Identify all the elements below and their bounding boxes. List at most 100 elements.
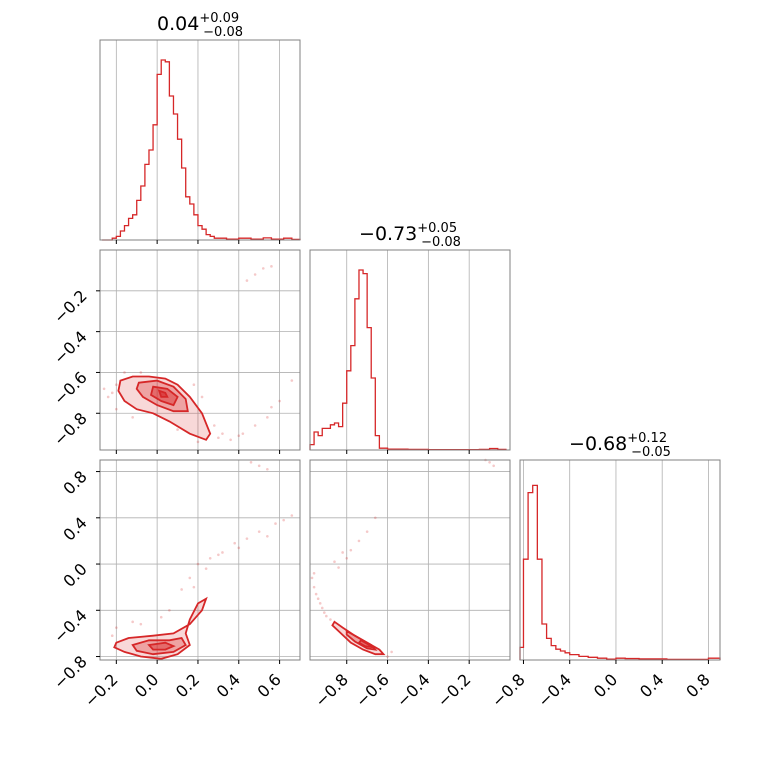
data-layer <box>102 59 721 661</box>
scatter-point <box>290 514 294 517</box>
contour-line <box>113 596 208 660</box>
scatter-point <box>333 560 336 564</box>
scatter-point <box>270 265 273 268</box>
scatter-point <box>253 424 257 427</box>
scatter-point <box>221 551 224 554</box>
scatter-point <box>249 461 253 464</box>
scatter-point <box>217 436 220 440</box>
scatter-point <box>390 650 393 654</box>
contour-line <box>117 375 212 441</box>
scatter-point <box>274 522 277 525</box>
y-tick-label: −0.2 <box>50 286 91 327</box>
scatter-point <box>241 432 245 435</box>
scatter-point <box>196 562 200 566</box>
x-tick-label: −0.4 <box>534 670 575 711</box>
scatter-point <box>266 535 269 538</box>
x-tick-label: −0.6 <box>352 670 393 711</box>
scatter-point <box>192 585 196 589</box>
scatter-point <box>341 551 344 554</box>
scatter-point <box>208 556 212 560</box>
y-tick-label: 0.8 <box>59 467 90 498</box>
scatter-point <box>357 539 361 543</box>
scatter-point <box>365 530 369 533</box>
scatter-point <box>196 440 200 444</box>
histogram-param-1 <box>102 59 301 241</box>
scatter-point <box>312 585 316 589</box>
x-tick-label: 0.4 <box>636 670 667 701</box>
scatter-point <box>270 405 273 409</box>
scatter-point <box>180 588 183 591</box>
y-tick-label: −0.4 <box>50 606 91 647</box>
title-layer: 0.04+0.09 −0.08 −0.73+0.05 −0.08 −0.68+0.12−… <box>157 11 671 460</box>
x-tick-label: 0.2 <box>172 670 203 701</box>
scatter-point <box>337 566 340 569</box>
panel-hist-3 <box>519 459 721 661</box>
scatter-point <box>290 379 294 382</box>
x-tick-label: −0.8 <box>311 670 352 711</box>
contour-line <box>131 636 187 656</box>
title-param-2: −0.73+0.05 −0.08 <box>359 221 461 250</box>
scatter-point <box>102 387 106 391</box>
scatter-point <box>176 428 179 431</box>
scatter-point <box>329 618 332 621</box>
contour-line <box>345 629 378 651</box>
scatter-point <box>237 546 241 550</box>
scatter-point <box>492 464 495 468</box>
title-param-3: −0.68+0.12 −0.05 <box>569 431 671 460</box>
scatter-point <box>316 597 320 601</box>
scatter-point <box>278 399 281 403</box>
histogram-param-2 <box>309 269 507 451</box>
y-tick-label: −0.8 <box>50 409 91 450</box>
x-tick-label: 0.8 <box>682 670 713 701</box>
scatter-point <box>139 371 143 374</box>
scatter-point <box>257 464 261 468</box>
histogram-param-3 <box>519 484 721 661</box>
scatter-point <box>325 614 328 618</box>
x-tick-label: 0.4 <box>213 670 244 701</box>
scatter-point <box>320 606 324 610</box>
scatter-point <box>349 548 353 552</box>
scatter-point <box>312 571 316 575</box>
scatter-point <box>318 602 322 605</box>
scatter-point <box>314 592 318 596</box>
scatter-point <box>212 424 216 427</box>
y-tick-label: −0.8 <box>50 652 91 693</box>
title-param-1: 0.04+0.09 −0.08 <box>157 11 243 40</box>
scatter-point <box>110 391 114 395</box>
panel-pair-2 <box>99 459 301 661</box>
scatter-point <box>106 395 110 399</box>
scatter-point <box>257 530 261 533</box>
panel-pair-1 <box>99 249 301 451</box>
scatter-point <box>310 576 314 580</box>
y-tick-label: 0.4 <box>59 513 90 544</box>
panel-hist-2 <box>309 249 511 451</box>
x-tick-label: −0.4 <box>393 670 434 711</box>
y-tick-label: 0.0 <box>59 559 90 590</box>
y-tick-label: −0.6 <box>50 368 91 409</box>
scatter-point <box>168 608 171 612</box>
scatter-point <box>374 516 377 520</box>
scatter-point <box>345 556 349 560</box>
x-tick-label: 0.0 <box>131 670 162 701</box>
scatter-point <box>115 407 118 411</box>
scatter-point <box>322 611 326 614</box>
scatter-point <box>253 273 257 276</box>
contour-line <box>157 389 169 398</box>
scatter-point <box>217 553 220 557</box>
panel-pair-3 <box>309 459 511 661</box>
scatter-point <box>110 634 114 638</box>
scatter-point <box>221 432 224 435</box>
scatter-point <box>282 518 285 522</box>
scatter-point <box>245 279 249 282</box>
scatter-point <box>266 416 269 419</box>
contour-line <box>147 641 176 651</box>
x-tick-label: −0.2 <box>81 670 122 711</box>
scatter-point <box>266 467 269 471</box>
contour-line <box>357 639 374 649</box>
scatter-point <box>204 567 208 570</box>
scatter-point <box>261 267 265 270</box>
scatter-point <box>237 434 241 438</box>
scatter-point <box>229 438 232 442</box>
y-tick-label: −0.4 <box>50 327 91 368</box>
